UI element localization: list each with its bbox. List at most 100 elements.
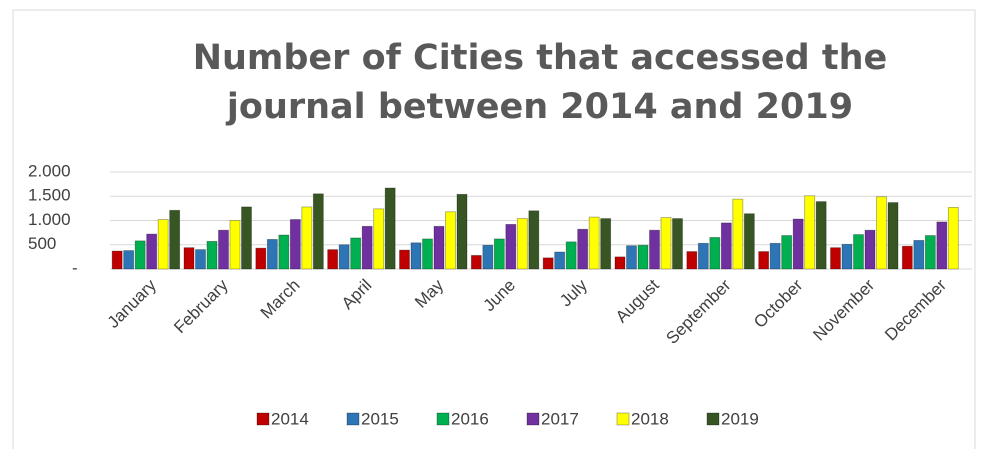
bar [312, 193, 324, 270]
bar [289, 219, 301, 270]
bar [493, 238, 505, 270]
bar [146, 233, 158, 270]
bar [542, 257, 554, 270]
bar [482, 244, 494, 270]
bar [218, 229, 229, 270]
legend-label: 2019 [721, 409, 759, 428]
bar [373, 208, 385, 270]
bar [384, 187, 396, 270]
bar [947, 207, 959, 270]
bar [758, 251, 770, 270]
bar [781, 235, 793, 270]
bar [577, 228, 589, 270]
bar [169, 209, 181, 270]
x-tick-label: January [104, 275, 161, 332]
bar [901, 245, 913, 270]
legend-swatch [706, 412, 720, 426]
chart-title: Number of Cities that accessed the journ… [192, 38, 888, 127]
bar [266, 239, 278, 270]
bar [445, 211, 456, 270]
bar [255, 247, 267, 270]
x-tick-label: September [662, 275, 734, 347]
legend-label: 2018 [631, 409, 669, 428]
x-tick-label: April [338, 276, 375, 313]
bar [697, 242, 709, 270]
y-tick-label: 500 [28, 234, 56, 253]
x-tick-label: November [809, 275, 878, 344]
bar [516, 218, 528, 270]
bar [792, 218, 804, 270]
x-tick-label: March [257, 276, 304, 323]
bar [841, 243, 853, 270]
bar [528, 210, 540, 270]
bar [361, 225, 373, 270]
bar [649, 229, 660, 270]
bar [422, 238, 433, 270]
bar [123, 250, 135, 270]
bar [350, 237, 362, 270]
bar [815, 201, 827, 270]
bar [183, 247, 195, 270]
bar [588, 216, 600, 270]
bar [278, 234, 290, 270]
bar [134, 240, 146, 270]
bar [433, 225, 445, 270]
bar [456, 193, 468, 270]
bar [614, 256, 626, 270]
bar [229, 220, 241, 270]
bar [720, 222, 732, 270]
chart-border [12, 9, 976, 449]
bar [505, 223, 517, 270]
bar [327, 249, 339, 270]
bar [876, 196, 887, 270]
bar [672, 218, 683, 270]
bar [554, 251, 566, 270]
x-tick-label: August [612, 275, 663, 326]
x-tick-label: December [881, 275, 950, 344]
bar [924, 235, 936, 270]
x-tick-label: February [170, 275, 232, 337]
bar [769, 242, 781, 270]
bar [853, 234, 864, 270]
bar [470, 255, 482, 270]
legend-label: 2015 [361, 409, 399, 428]
bar [709, 237, 721, 270]
bar [565, 241, 577, 270]
legend-swatch [256, 412, 270, 426]
legend-swatch [526, 412, 540, 426]
bar [410, 242, 422, 270]
x-tick-label: July [556, 275, 591, 310]
bar [111, 250, 123, 270]
legend-swatch [346, 412, 360, 426]
y-tick-label: - [72, 258, 78, 277]
bar [399, 249, 410, 270]
x-tick-label: June [480, 276, 520, 316]
legend-label: 2016 [451, 409, 489, 428]
bar [600, 218, 612, 270]
bar [804, 195, 816, 270]
bar [660, 217, 672, 270]
bar [830, 247, 841, 270]
x-tick-label: October [750, 275, 806, 331]
bar [864, 229, 876, 270]
bar [626, 245, 637, 270]
bar [913, 239, 925, 270]
bar [195, 249, 206, 270]
bar [206, 240, 218, 270]
bar [732, 198, 744, 270]
bar [338, 244, 350, 270]
bar [887, 202, 899, 270]
bar [301, 206, 313, 270]
x-tick-label: May [411, 275, 447, 311]
bar [686, 251, 698, 270]
y-tick-label: 2.000 [28, 161, 71, 180]
bar [743, 213, 755, 270]
bar [936, 221, 948, 270]
legend-label: 2014 [271, 409, 309, 428]
legend-label: 2017 [541, 409, 579, 428]
bar [157, 219, 169, 270]
y-tick-label: 1.000 [28, 210, 71, 229]
legend-swatch [436, 412, 450, 426]
